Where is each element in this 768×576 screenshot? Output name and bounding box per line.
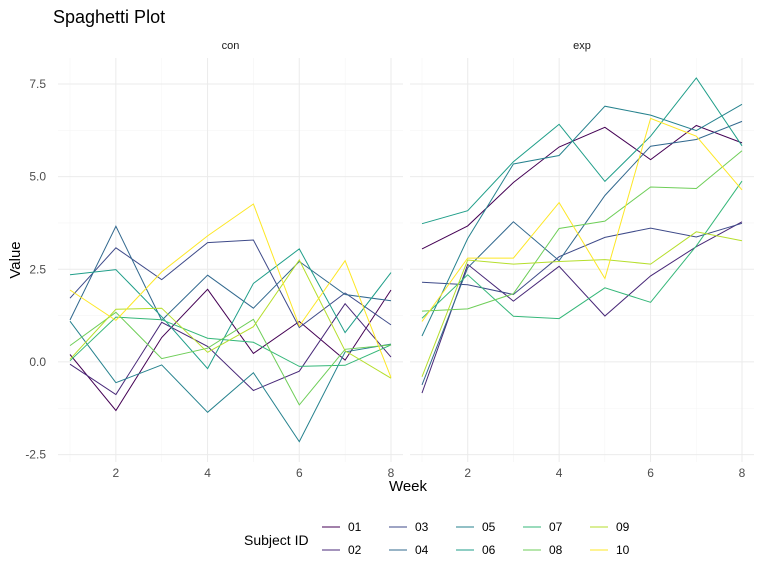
legend-item-05: 05 [456,520,496,534]
panel-exp: exp 2 4 6 8 [410,40,754,480]
panel-con: con 2 4 6 8 -2.5 0.0 2.5 5.0 7.5 [25,40,403,480]
legend-label-03: 03 [415,520,429,534]
legend-item-09: 09 [590,520,630,534]
y-tick-label: -2.5 [25,448,46,462]
x-tick-label: 6 [647,466,654,480]
legend-items: 01 03 05 07 09 02 04 06 08 10 [322,520,630,557]
legend-item-08: 08 [523,543,563,557]
series-line-con-06 [69,248,392,370]
facet-label-con: con [222,40,240,52]
legend-label-02: 02 [348,543,362,557]
legend-label-06: 06 [482,543,496,557]
x-tick-label: 6 [296,466,303,480]
series-line-exp-10 [421,117,743,322]
facet-panels: con 2 4 6 8 -2.5 0.0 2.5 5.0 7.5 exp 2 4 6 8 [25,40,754,480]
series-lines [421,77,743,394]
series-line-con-07 [69,316,392,367]
legend-label-05: 05 [482,520,496,534]
legend-item-04: 04 [389,543,429,557]
legend-item-03: 03 [389,520,429,534]
y-tick-label: 0.0 [29,355,46,369]
series-line-exp-03 [421,222,743,296]
series-line-exp-02 [421,221,743,394]
legend-label-01: 01 [348,520,362,534]
series-line-exp-06 [421,77,743,225]
series-line-exp-07 [421,180,743,320]
series-line-con-03 [69,239,392,329]
series-line-con-05 [69,320,392,443]
series-line-exp-09 [421,231,743,377]
facet-label-exp: exp [573,40,591,52]
x-tick-label: 8 [739,466,746,480]
legend-label-04: 04 [415,543,429,557]
legend-label-09: 09 [616,520,630,534]
series-line-con-09 [69,259,392,379]
x-tick-label: 4 [204,466,211,480]
series-line-con-04 [69,225,392,322]
series-line-exp-05 [421,103,743,337]
series-line-exp-04 [421,120,743,386]
series-line-con-08 [69,311,392,406]
legend-label-08: 08 [549,543,563,557]
y-tick-label: 2.5 [29,262,46,276]
y-tick-label: 7.5 [29,77,46,91]
minor-grid [410,58,754,462]
series-line-con-01 [69,288,392,412]
legend-item-07: 07 [523,520,563,534]
legend-title: Subject ID [244,532,309,548]
series-line-con-10 [69,203,392,378]
legend-label-07: 07 [549,520,563,534]
minor-grid [58,58,403,462]
legend-label-10: 10 [616,543,630,557]
series-line-exp-01 [421,124,743,250]
major-grid [410,58,754,462]
x-tick-label: 2 [113,466,120,480]
x-axis-title: Week [389,478,428,495]
series-line-exp-08 [421,150,743,312]
x-tick-label: 2 [464,466,471,480]
x-tick-label: 4 [556,466,563,480]
series-line-con-02 [69,302,392,396]
x-tick-label: 8 [388,466,395,480]
major-grid [58,58,403,462]
series-lines [69,203,392,443]
legend-item-10: 10 [590,543,630,557]
legend: Subject ID 01 03 05 07 09 02 04 06 08 10 [244,520,630,557]
legend-item-02: 02 [322,543,362,557]
plot-title: Spaghetti Plot [53,7,165,27]
y-tick-label: 5.0 [29,170,46,184]
legend-item-06: 06 [456,543,496,557]
y-axis-title: Value [7,241,24,278]
legend-item-01: 01 [322,520,362,534]
